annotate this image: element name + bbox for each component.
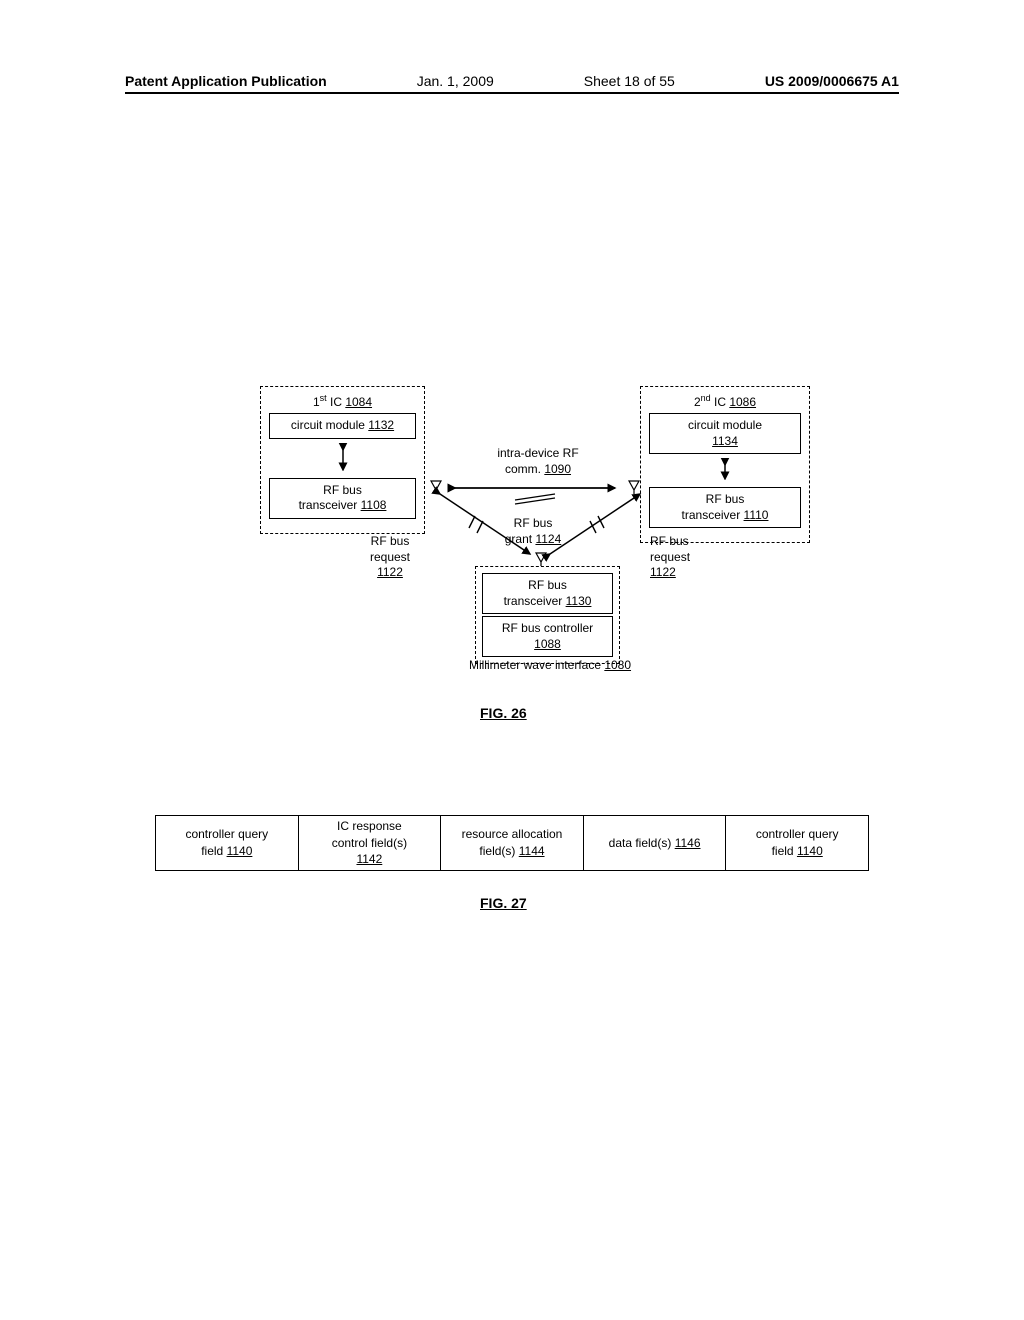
rf-bus-request-right: RF bus request 1122 [650, 534, 720, 581]
header-sheet: Sheet 18 of 55 [584, 73, 675, 89]
page-header: Patent Application Publication Jan. 1, 2… [0, 73, 1024, 89]
controller-transceiver: RF bus transceiver 1130 [482, 573, 613, 614]
controller-ctrl: RF bus controller 1088 [482, 616, 613, 657]
ic2-box: 2nd IC 1086 circuit module1134 RF bus tr… [640, 386, 810, 543]
rf-bus-request-left: RF bus request 1122 [355, 534, 425, 581]
header-date: Jan. 1, 2009 [417, 73, 494, 89]
fig27-cell-3: resource allocationfield(s) 1144 [441, 816, 584, 870]
ic2-circuit-module: circuit module1134 [649, 413, 801, 454]
fig27-row: controller queryfield 1140 IC responseco… [155, 815, 869, 871]
grant-request-arrows [425, 486, 655, 566]
header-rule [125, 92, 899, 94]
header-pubno: US 2009/0006675 A1 [765, 73, 899, 89]
intra-device-label: intra-device RF comm. 1090 [478, 446, 598, 477]
ic1-transceiver: RF bus transceiver 1108 [269, 478, 416, 519]
fig26-caption: FIG. 26 [480, 705, 527, 721]
mm-wave-interface-label: Millimeter wave interface 1080 [440, 658, 660, 672]
ic1-title: 1st IC 1084 [267, 393, 418, 409]
fig27-cell-2: IC responsecontrol field(s)1142 [299, 816, 442, 870]
fig27-cell-5: controller queryfield 1140 [726, 816, 868, 870]
ic1-internal-arrow [336, 443, 350, 471]
ic2-internal-arrow [718, 458, 732, 480]
ic1-circuit-module: circuit module 1132 [269, 413, 416, 439]
fig27-caption: FIG. 27 [480, 895, 527, 911]
controller-box: RF bus transceiver 1130 RF bus controlle… [475, 566, 620, 664]
header-left: Patent Application Publication [125, 73, 327, 89]
ic1-box: 1st IC 1084 circuit module 1132 RF bus t… [260, 386, 425, 534]
fig27-cell-4: data field(s) 1146 [584, 816, 727, 870]
ic2-transceiver: RF bus transceiver 1110 [649, 487, 801, 528]
fig26-diagram: 1st IC 1084 circuit module 1132 RF bus t… [260, 386, 810, 686]
fig27-cell-1: controller queryfield 1140 [156, 816, 299, 870]
ic2-title: 2nd IC 1086 [647, 393, 803, 409]
